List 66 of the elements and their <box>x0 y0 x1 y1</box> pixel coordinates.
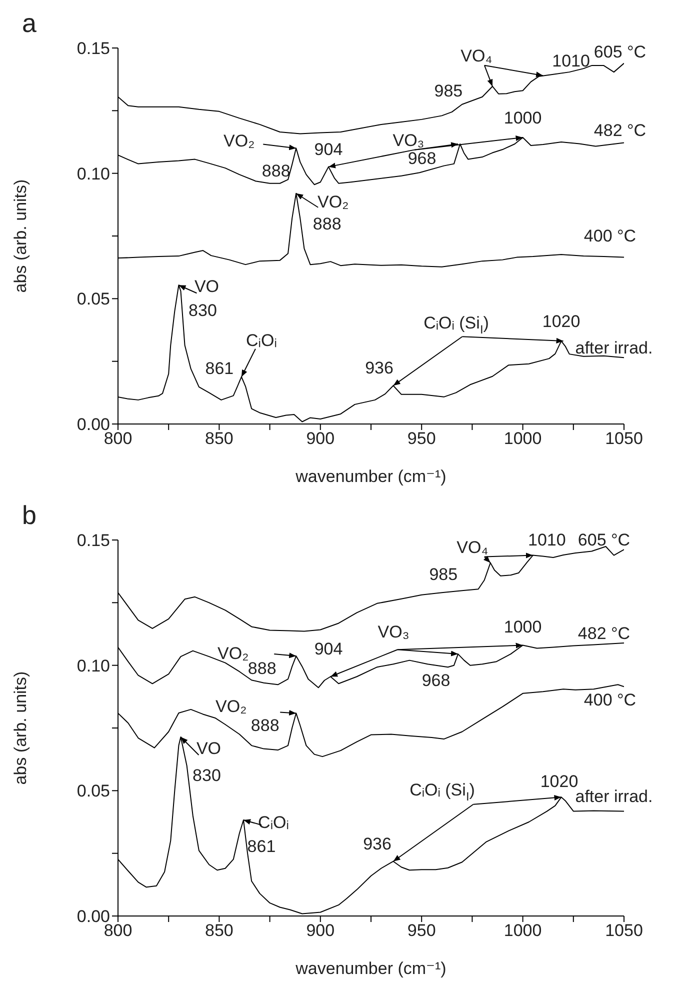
annotation: VO₂ <box>318 192 349 211</box>
annotation: 1000 <box>504 108 542 127</box>
y-tick-label: 0.05 <box>76 290 110 309</box>
annotation: 1000 <box>504 616 542 636</box>
annotation: 888 <box>262 160 290 180</box>
annotation: 888 <box>312 214 342 233</box>
x-tick-label: 900 <box>306 429 335 448</box>
annotation: VO₂ <box>216 696 247 716</box>
annotation: 936 <box>363 834 392 853</box>
annotation: 936 <box>365 358 394 378</box>
y-tick-label: 0.10 <box>76 164 110 184</box>
annotation: 861 <box>205 358 234 378</box>
annotation: VO₄ <box>460 46 492 65</box>
annotation: 985 <box>434 80 463 100</box>
annotation: 888 <box>250 716 280 735</box>
annotation: CᵢOᵢ (Si$_{I}$) <box>424 313 489 337</box>
annotation: VO₂ <box>224 130 255 150</box>
y-axis-title: abs (arb. units) <box>11 179 30 293</box>
series-label: 605 °C <box>594 42 646 61</box>
y-tick-label: 0.15 <box>76 531 110 550</box>
annotation: VO₂ <box>218 644 249 663</box>
x-axis-title: wavenumber (cm⁻¹) <box>294 467 446 486</box>
annotation: 904 <box>314 139 343 158</box>
y-axis-title: abs (arb. units) <box>11 671 30 785</box>
series-label: 482 °C <box>578 624 630 643</box>
annotation: VO₄ <box>456 537 488 556</box>
chart-title: b <box>22 500 36 530</box>
annotation: CᵢOᵢ <box>246 330 277 350</box>
x-tick-label: 850 <box>205 429 234 448</box>
series-label: 400 °C <box>584 690 636 710</box>
chart-title: a <box>22 8 37 38</box>
annotation: 1010 <box>528 530 566 549</box>
series-label: 482 °C <box>594 120 646 140</box>
annotation: 968 <box>408 148 436 168</box>
x-tick-label: 1050 <box>605 429 643 448</box>
series-label: 605 °C <box>578 530 630 550</box>
x-tick-label: 1000 <box>504 429 542 448</box>
annotation: 888 <box>248 658 276 678</box>
x-tick-label: 1000 <box>504 921 542 940</box>
x-tick-label: 950 <box>407 429 436 448</box>
series-label: 400 °C <box>584 226 636 245</box>
y-tick-label: 0.15 <box>76 39 110 58</box>
annotation: VO₃ <box>392 130 424 150</box>
annotation: 830 <box>192 766 221 785</box>
annotation: VO <box>196 738 222 758</box>
annotation: 830 <box>188 300 217 320</box>
x-tick-label: 900 <box>306 921 335 940</box>
x-tick-label: 850 <box>205 921 234 940</box>
y-tick-label: 0.10 <box>76 656 110 676</box>
x-axis-title: wavenumber (cm⁻¹) <box>294 959 446 978</box>
annotation: 1020 <box>542 312 580 331</box>
annotation: 1010 <box>552 51 590 70</box>
x-tick-label: 800 <box>104 429 132 448</box>
series-label: after irrad. <box>575 338 653 358</box>
annotation: CᵢOᵢ (Si$_{I}$) <box>410 780 475 804</box>
annotation: VO <box>194 276 219 296</box>
annotation: CᵢOᵢ <box>258 812 289 832</box>
annotation: 968 <box>422 670 450 690</box>
annotation: 985 <box>429 564 458 584</box>
y-tick-label: 0.05 <box>76 782 110 801</box>
x-tick-label: 1050 <box>605 921 643 940</box>
x-tick-label: 800 <box>104 921 132 940</box>
x-tick-label: 950 <box>407 921 436 940</box>
annotation: VO₃ <box>378 622 410 642</box>
annotation: 861 <box>247 836 276 856</box>
annotation: 904 <box>314 639 343 658</box>
